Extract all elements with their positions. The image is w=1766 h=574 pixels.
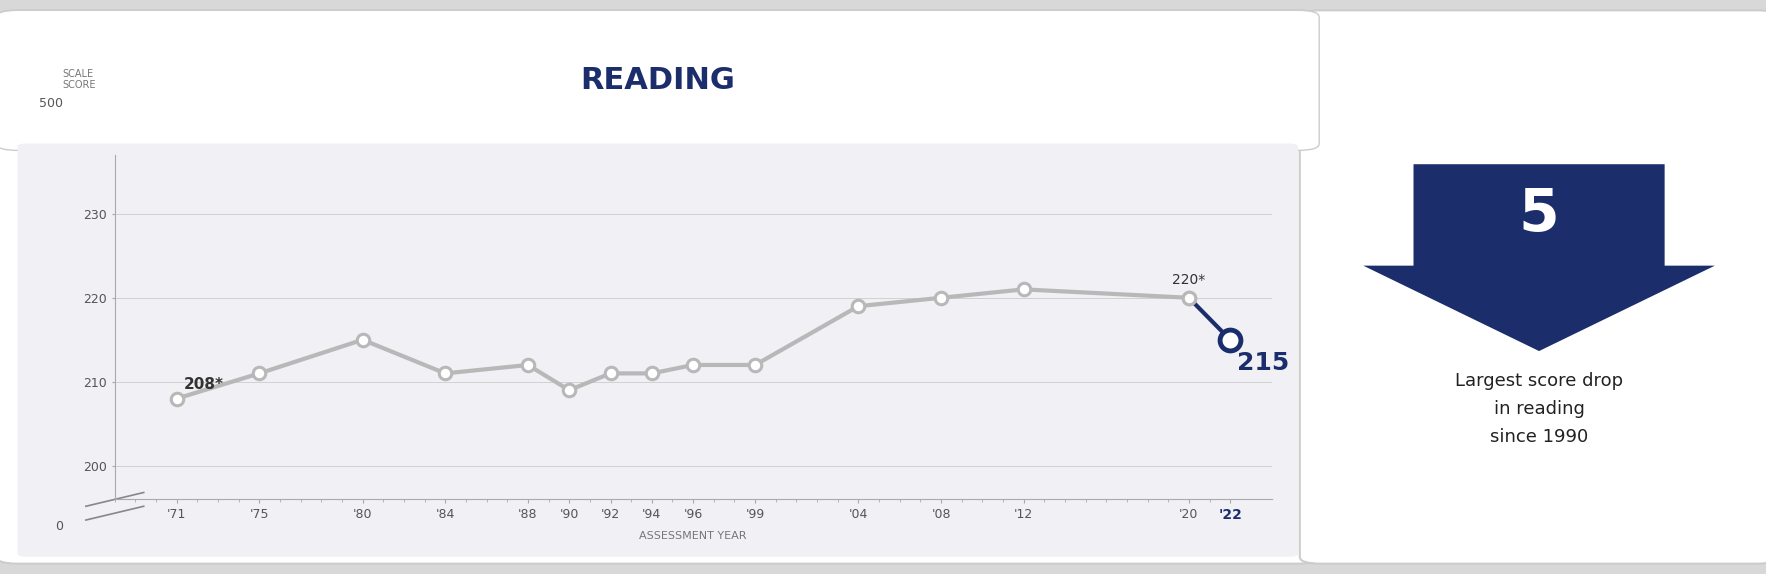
Text: 215: 215	[1238, 351, 1289, 375]
Text: 500: 500	[39, 97, 64, 110]
Text: 5: 5	[1519, 187, 1559, 243]
FancyBboxPatch shape	[0, 10, 1319, 564]
Text: Largest score drop
in reading
since 1990: Largest score drop in reading since 1990	[1455, 373, 1623, 446]
Text: Score change between
2020 and 2022: Score change between 2020 and 2022	[1432, 63, 1646, 104]
Text: SCALE
SCORE: SCALE SCORE	[64, 69, 95, 91]
Polygon shape	[1363, 164, 1715, 351]
FancyBboxPatch shape	[18, 144, 1298, 557]
Text: 220*: 220*	[1173, 273, 1206, 286]
FancyBboxPatch shape	[1300, 10, 1766, 564]
FancyBboxPatch shape	[1326, 15, 1752, 143]
Text: 0: 0	[55, 521, 64, 533]
X-axis label: ASSESSMENT YEAR: ASSESSMENT YEAR	[639, 531, 747, 541]
FancyBboxPatch shape	[0, 10, 1319, 150]
Text: READING: READING	[581, 66, 735, 95]
Text: 208*: 208*	[184, 377, 224, 391]
